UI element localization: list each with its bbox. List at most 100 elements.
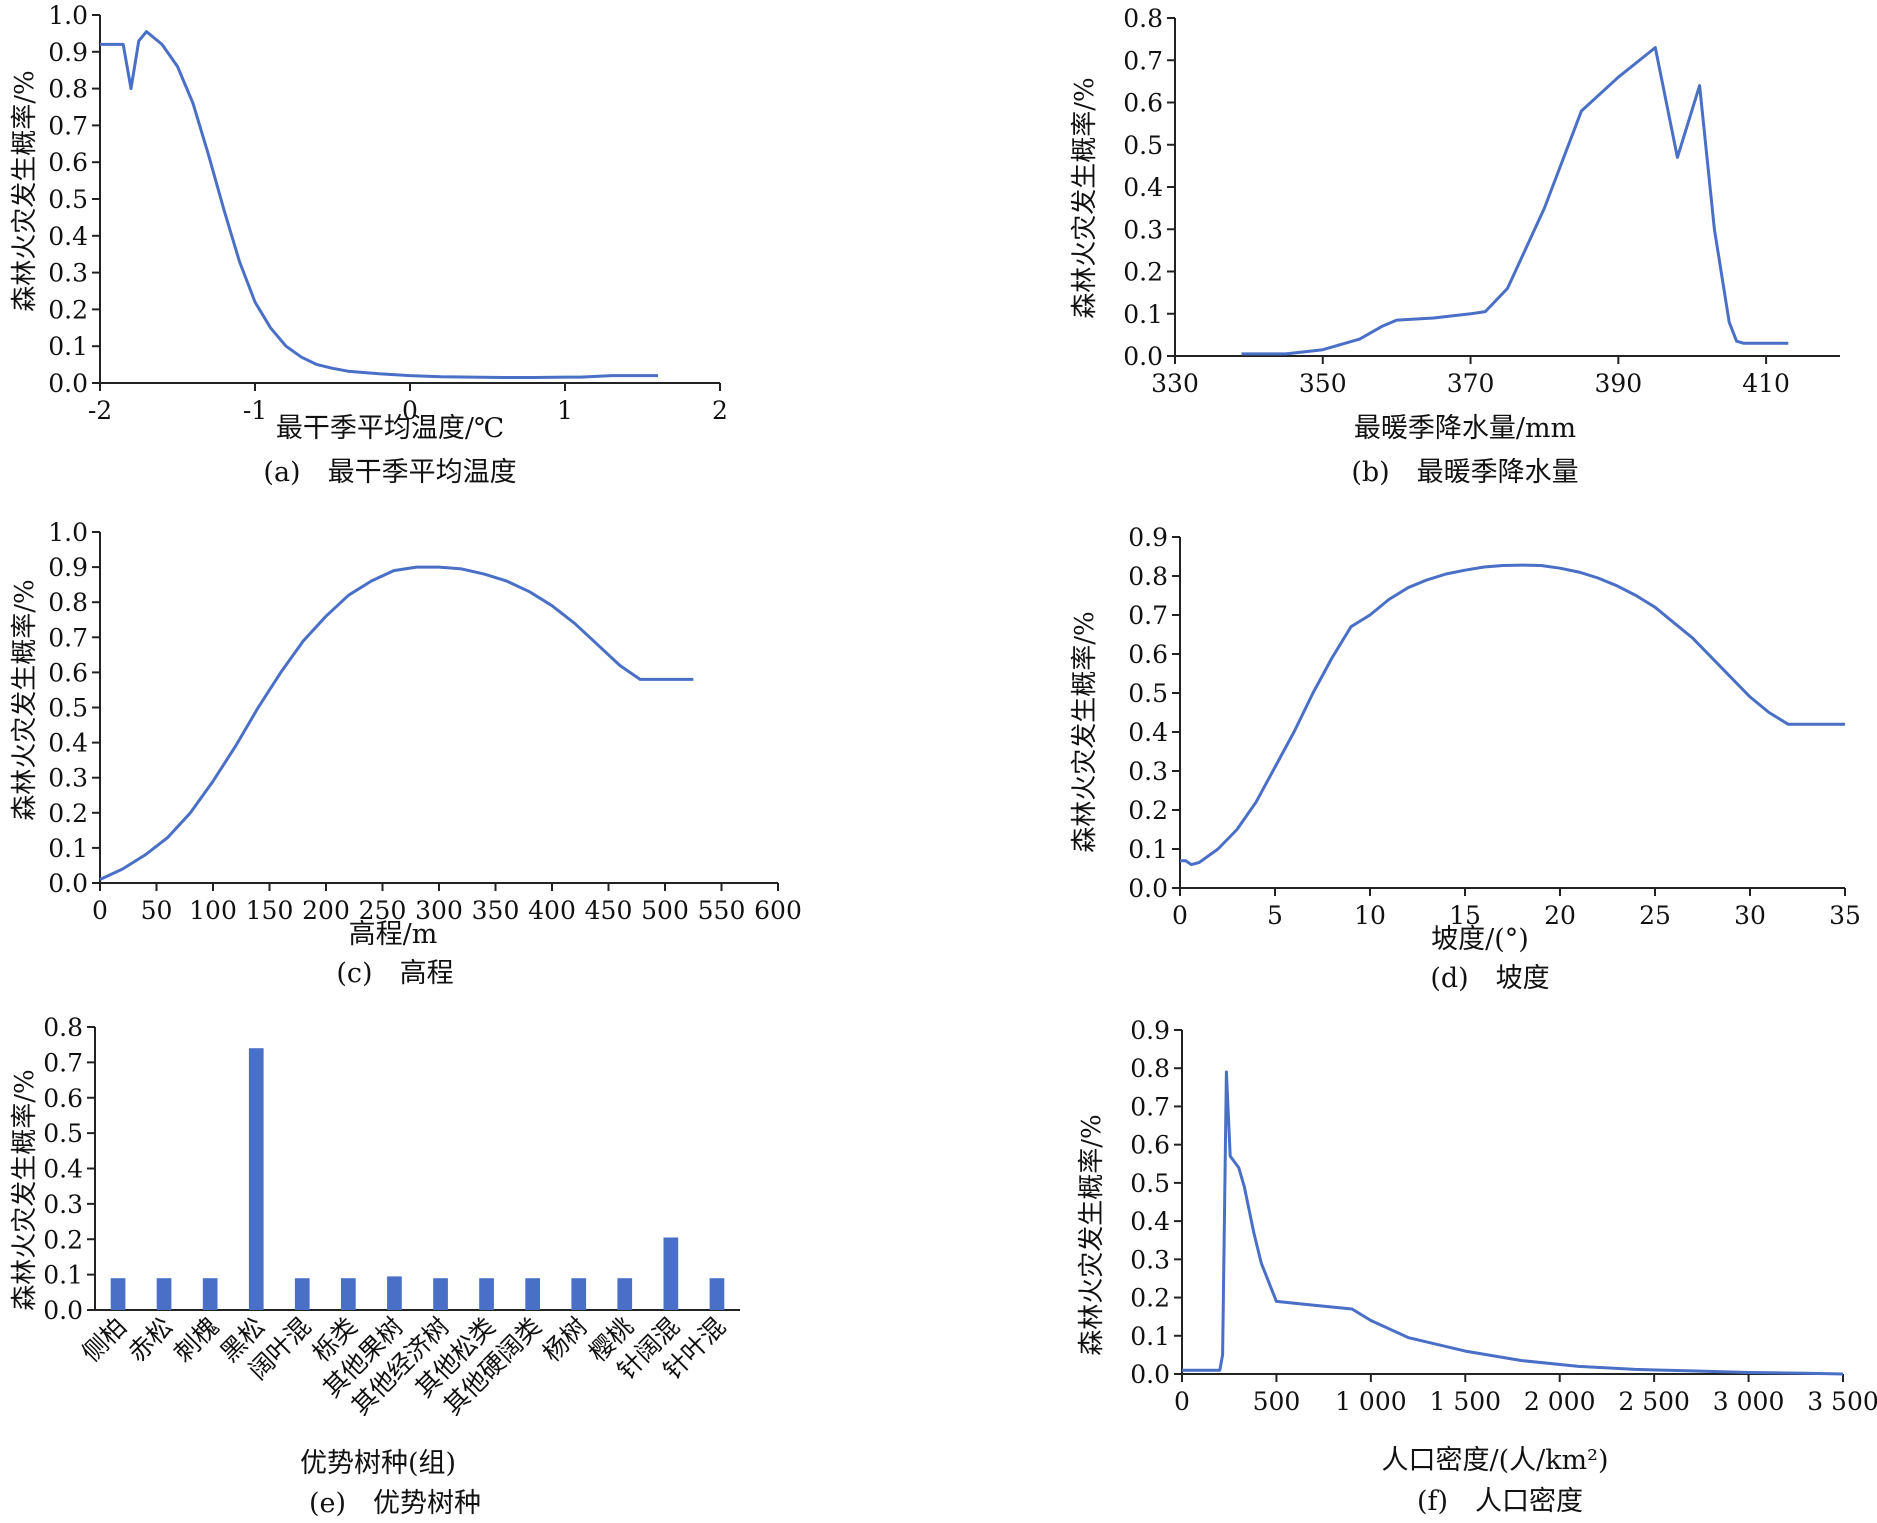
panel-c-x-tick-label: 50 bbox=[141, 896, 173, 925]
panel-d-y-tick-label: 0.1 bbox=[1128, 835, 1168, 864]
panel-b-y-tick-label: 0.3 bbox=[1123, 215, 1163, 244]
panel-c-y-tick-label: 0.5 bbox=[48, 694, 88, 723]
panel-f-x-tick-label: 1 500 bbox=[1429, 1387, 1501, 1416]
panel-f-x-tick-label: 1 000 bbox=[1335, 1387, 1407, 1416]
panel-e: (e) 优势树种 优势树种(组) 森林火灾发生概率/% 0.0 0.1 0.2 0.3… bbox=[10, 1013, 740, 1519]
panel-f-x-tick-label: 3 500 bbox=[1807, 1387, 1877, 1416]
panel-e-bar bbox=[156, 1278, 172, 1310]
panel-f: (f) 人口密度 人口密度/(人/km²) 森林火灾发生概率/% 0.0 0.1 0… bbox=[1077, 1016, 1877, 1517]
panel-a: (a) 最干季平均温度 最干季平均温度/℃ 森林火灾发生概率/% 0.0 0.1 0… bbox=[10, 1, 728, 488]
panel-d-x-tick-label: 20 bbox=[1544, 901, 1576, 930]
panel-b-series-line bbox=[1241, 46, 1789, 356]
panel-e-bar bbox=[433, 1278, 448, 1310]
panel-c-x-tick-label: 100 bbox=[189, 896, 237, 925]
panel-f-x-tick-label: 0 bbox=[1174, 1387, 1190, 1416]
panel-a-y-tick-label: 0.3 bbox=[48, 259, 88, 288]
panel-b-y-tick-label: 0.1 bbox=[1123, 300, 1163, 329]
panel-e-category-label: 赤松 bbox=[122, 1312, 178, 1368]
panel-e-y-tick-label: 0.3 bbox=[43, 1190, 83, 1219]
panel-f-y-tick-label: 0.2 bbox=[1130, 1284, 1170, 1313]
panel-d-caption: (d) 坡度 bbox=[1430, 963, 1549, 994]
panel-d-y-tick-label: 0.7 bbox=[1128, 601, 1168, 630]
panel-f-x-title: 人口密度/(人/km²) bbox=[1381, 1445, 1608, 1476]
panel-f-y-tick-label: 0.0 bbox=[1130, 1360, 1170, 1389]
panel-b-y-tick-label: 0.5 bbox=[1123, 131, 1163, 160]
panel-e-y-tick-label: 0.1 bbox=[43, 1261, 83, 1290]
panel-a-y-title: 森林火灾发生概率/% bbox=[10, 70, 40, 311]
panel-b-x-tick-label: 350 bbox=[1299, 369, 1347, 398]
panel-b-x-title: 最暖季降水量/mm bbox=[1354, 413, 1576, 444]
panel-a-x-tick-label: -1 bbox=[243, 396, 267, 425]
panel-c-y-tick-label: 0.2 bbox=[48, 799, 88, 828]
panel-e-bar bbox=[709, 1278, 725, 1310]
panel-b-y-tick-label: 0.8 bbox=[1123, 4, 1163, 33]
panel-a-x-tick-label: 2 bbox=[712, 396, 728, 425]
panel-c-series-line bbox=[99, 565, 694, 881]
panel-c-x-tick-label: 500 bbox=[641, 896, 689, 925]
panel-f-y-title: 森林火灾发生概率/% bbox=[1077, 1114, 1107, 1355]
panel-b-y-tick-label: 0.0 bbox=[1123, 342, 1163, 371]
panel-b-y-tick-label: 0.7 bbox=[1123, 46, 1163, 75]
panel-d-y-tick-label: 0.5 bbox=[1128, 679, 1168, 708]
panel-e-y-tick-label: 0.0 bbox=[43, 1296, 83, 1325]
panel-e-bar bbox=[571, 1278, 587, 1310]
panel-c-x-tick-label: 600 bbox=[754, 896, 802, 925]
panel-f-caption: (f) 人口密度 bbox=[1417, 1486, 1583, 1517]
panel-d-y-tick-label: 0.9 bbox=[1128, 523, 1168, 552]
panel-e-category-label: 侧柏 bbox=[76, 1312, 132, 1368]
panel-d-series-line bbox=[1180, 563, 1845, 867]
panel-d-y-title: 森林火灾发生概率/% bbox=[1070, 611, 1100, 852]
panel-a-y-tick-label: 0.5 bbox=[48, 185, 88, 214]
panel-e-y-tick-label: 0.2 bbox=[43, 1225, 83, 1254]
panel-a-y-tick-label: 0.1 bbox=[48, 332, 88, 361]
panel-b-y-tick-label: 0.4 bbox=[1123, 173, 1163, 202]
panel-c-y-tick-label: 0.0 bbox=[48, 869, 88, 898]
panel-a-y-tick-label: 0.9 bbox=[48, 38, 88, 67]
panel-b-y-tick-label: 0.2 bbox=[1123, 258, 1163, 287]
panel-e-y-tick-label: 0.6 bbox=[43, 1084, 83, 1113]
panel-a-caption: (a) 最干季平均温度 bbox=[263, 457, 516, 488]
panel-e-bar bbox=[341, 1278, 356, 1310]
panel-b-y-tick-label: 0.6 bbox=[1123, 89, 1163, 118]
panel-b-caption: (b) 最暖季降水量 bbox=[1351, 457, 1578, 488]
panel-f-y-tick-label: 0.9 bbox=[1130, 1016, 1170, 1045]
panel-d-x-tick-label: 25 bbox=[1639, 901, 1671, 930]
panel-b-x-tick-label: 370 bbox=[1447, 369, 1495, 398]
panel-c-y-tick-label: 1.0 bbox=[48, 518, 88, 547]
panel-b-x-tick-label: 330 bbox=[1151, 369, 1199, 398]
panel-f-y-tick-label: 0.1 bbox=[1130, 1322, 1170, 1351]
panel-c-x-tick-label: 250 bbox=[359, 896, 407, 925]
panel-b-y-title: 森林火灾发生概率/% bbox=[1070, 77, 1100, 318]
panel-c-y-tick-label: 0.6 bbox=[48, 658, 88, 687]
panel-f-x-tick-label: 500 bbox=[1253, 1387, 1301, 1416]
panel-c-x-tick-label: 450 bbox=[585, 896, 633, 925]
panel-d-y-tick-label: 0.6 bbox=[1128, 640, 1168, 669]
panel-f-y-tick-label: 0.7 bbox=[1130, 1092, 1170, 1121]
panel-d-x-tick-label: 15 bbox=[1449, 901, 1481, 930]
panel-f-series-line bbox=[1182, 1070, 1844, 1376]
panel-a-x-tick-label: -2 bbox=[88, 396, 112, 425]
panel-c-y-tick-label: 0.3 bbox=[48, 764, 88, 793]
panel-c-x-tick-label: 350 bbox=[472, 896, 520, 925]
panel-e-bar bbox=[663, 1237, 679, 1310]
panel-e-y-title: 森林火灾发生概率/% bbox=[10, 1069, 40, 1310]
panel-a-y-tick-label: 0.2 bbox=[48, 295, 88, 324]
panel-c-y-tick-label: 0.4 bbox=[48, 729, 88, 758]
panel-e-category-label: 刺槐 bbox=[169, 1312, 225, 1368]
panel-a-y-tick-label: 0.8 bbox=[48, 75, 88, 104]
panel-e-bar bbox=[617, 1278, 633, 1310]
panel-e-bar bbox=[294, 1278, 310, 1310]
panel-d: (d) 坡度 坡度/(°) 森林火灾发生概率/% 0.0 0.1 0.2 0.3 0.4… bbox=[1070, 523, 1861, 994]
panel-a-x-tick-label: 0 bbox=[402, 396, 418, 425]
panel-e-caption: (e) 优势树种 bbox=[309, 1488, 481, 1519]
panel-f-y-tick-label: 0.8 bbox=[1130, 1054, 1170, 1083]
panel-f-y-tick-label: 0.6 bbox=[1130, 1131, 1170, 1160]
panel-c-y-title: 森林火灾发生概率/% bbox=[10, 579, 40, 820]
panel-c-x-tick-label: 550 bbox=[698, 896, 746, 925]
panel-d-x-tick-label: 0 bbox=[1172, 901, 1188, 930]
panel-e-bar bbox=[387, 1276, 402, 1310]
panel-d-x-tick-label: 35 bbox=[1829, 901, 1861, 930]
panel-c-x-tick-label: 150 bbox=[246, 896, 294, 925]
panel-e-bar bbox=[479, 1278, 494, 1310]
